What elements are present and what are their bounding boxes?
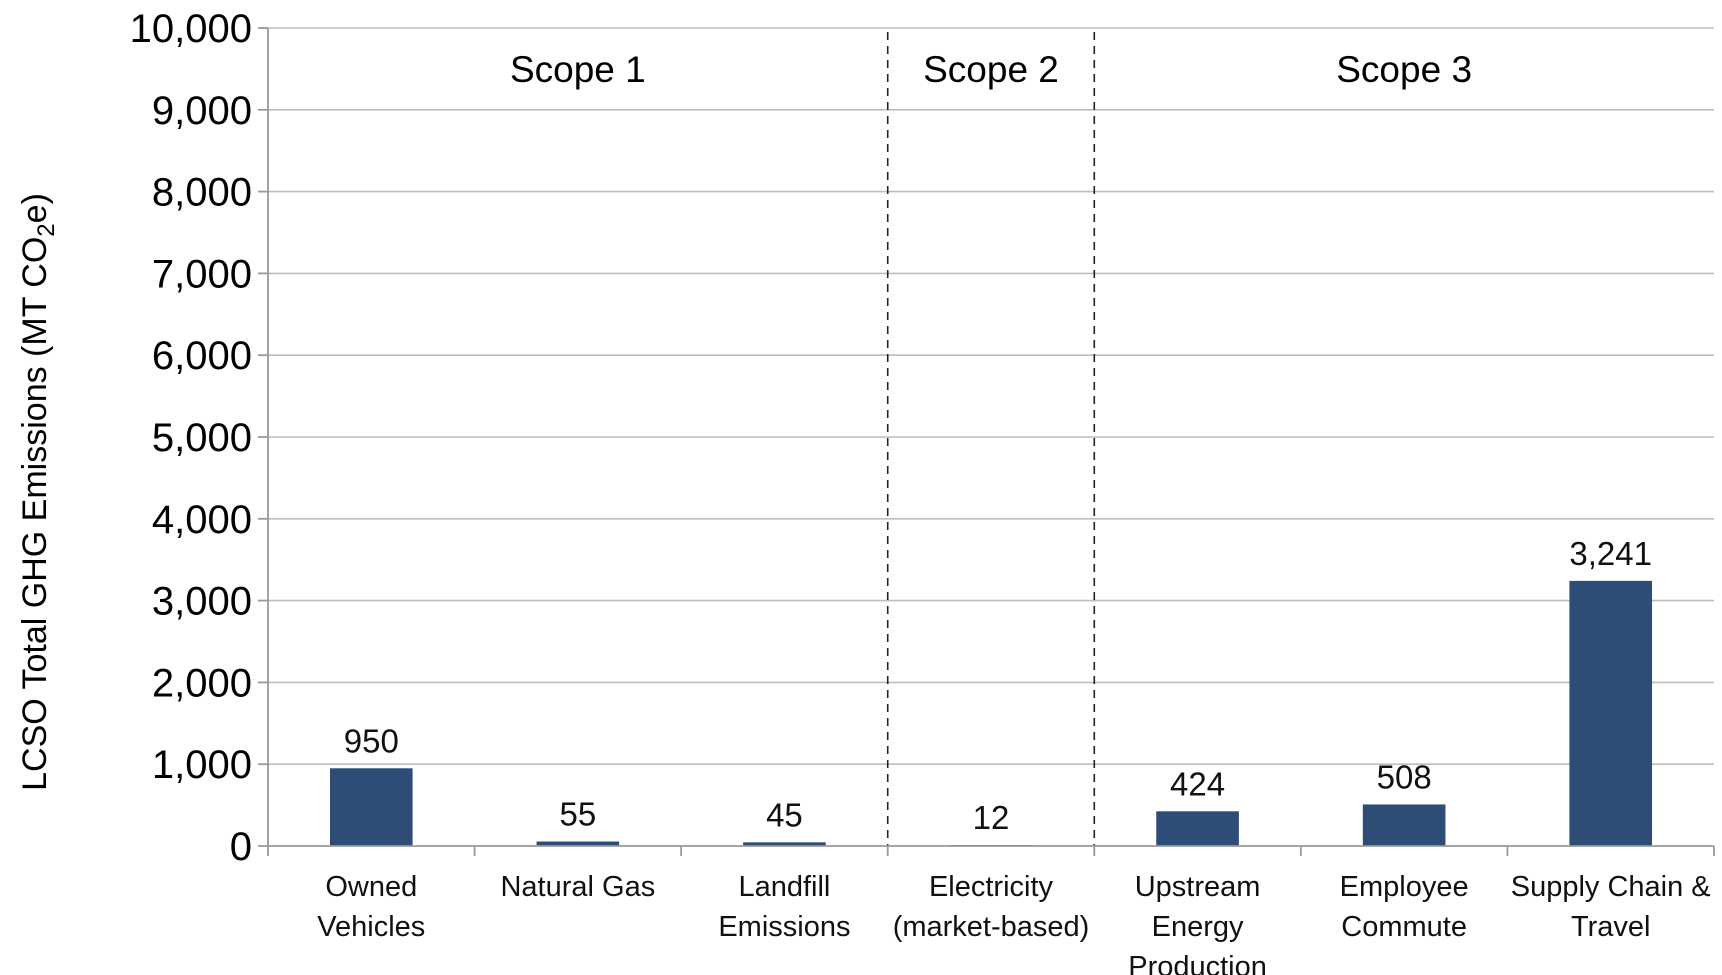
x-tick-label: Supply Chain & Travel (1511, 871, 1711, 943)
data-label: 55 (559, 796, 596, 833)
bars (329, 580, 1653, 846)
scope-labels: Scope 1 Scope 2 Scope 3 (510, 49, 1472, 90)
x-tick-label: Employee Commute (1340, 871, 1469, 943)
bar (536, 841, 620, 846)
y-tick-label: 10,000 (130, 7, 252, 51)
x-axis-labels: Owned Vehicles Natural Gas Landfill Emission… (317, 871, 1710, 975)
axes (267, 28, 1715, 856)
scope-dividers (886, 32, 1096, 846)
data-label: 3,241 (1569, 535, 1652, 572)
y-tick-label: 0 (230, 825, 252, 869)
y-tick-label: 2,000 (152, 661, 252, 705)
x-tick-label: Landfill Emissions (718, 871, 850, 943)
y-axis-label: LCSO Total GHG Emissions (MT CO2e) (16, 193, 60, 791)
bar (743, 842, 826, 846)
x-tick-label: Owned Vehicles (317, 871, 425, 943)
data-label: 45 (766, 796, 803, 833)
data-label: 424 (1170, 765, 1225, 802)
data-label: 12 (973, 799, 1010, 836)
y-tick-label: 5,000 (152, 416, 252, 460)
y-tick-label: 8,000 (152, 171, 252, 215)
bar (1362, 804, 1446, 846)
x-tick-label: Natural Gas (500, 871, 655, 903)
y-tick-label: 1,000 (152, 743, 252, 787)
scope-label: Scope 1 (510, 49, 646, 90)
data-labels: 950 55 45 12 424 508 3,241 (344, 535, 1652, 836)
x-tick-label: Upstream Energy Production (1128, 871, 1267, 975)
y-tick-label: 6,000 (152, 334, 252, 378)
scope-label: Scope 3 (1336, 49, 1472, 90)
y-tick-label: 4,000 (152, 498, 252, 542)
data-label: 508 (1377, 758, 1432, 795)
y-axis-ticks: 0 1,000 2,000 3,000 4,000 5,000 6,000 7,000 8,00… (130, 7, 268, 869)
gridlines (268, 27, 1714, 766)
y-tick-label: 3,000 (152, 580, 252, 624)
bar (1569, 580, 1653, 846)
x-tick-label: Electricity (market-based) (893, 871, 1090, 943)
y-tick-label: 7,000 (152, 252, 252, 296)
scope-label: Scope 2 (923, 49, 1059, 90)
data-label: 950 (344, 722, 399, 759)
bar (1156, 811, 1239, 846)
y-tick-label: 9,000 (152, 89, 252, 133)
bar (329, 768, 413, 846)
